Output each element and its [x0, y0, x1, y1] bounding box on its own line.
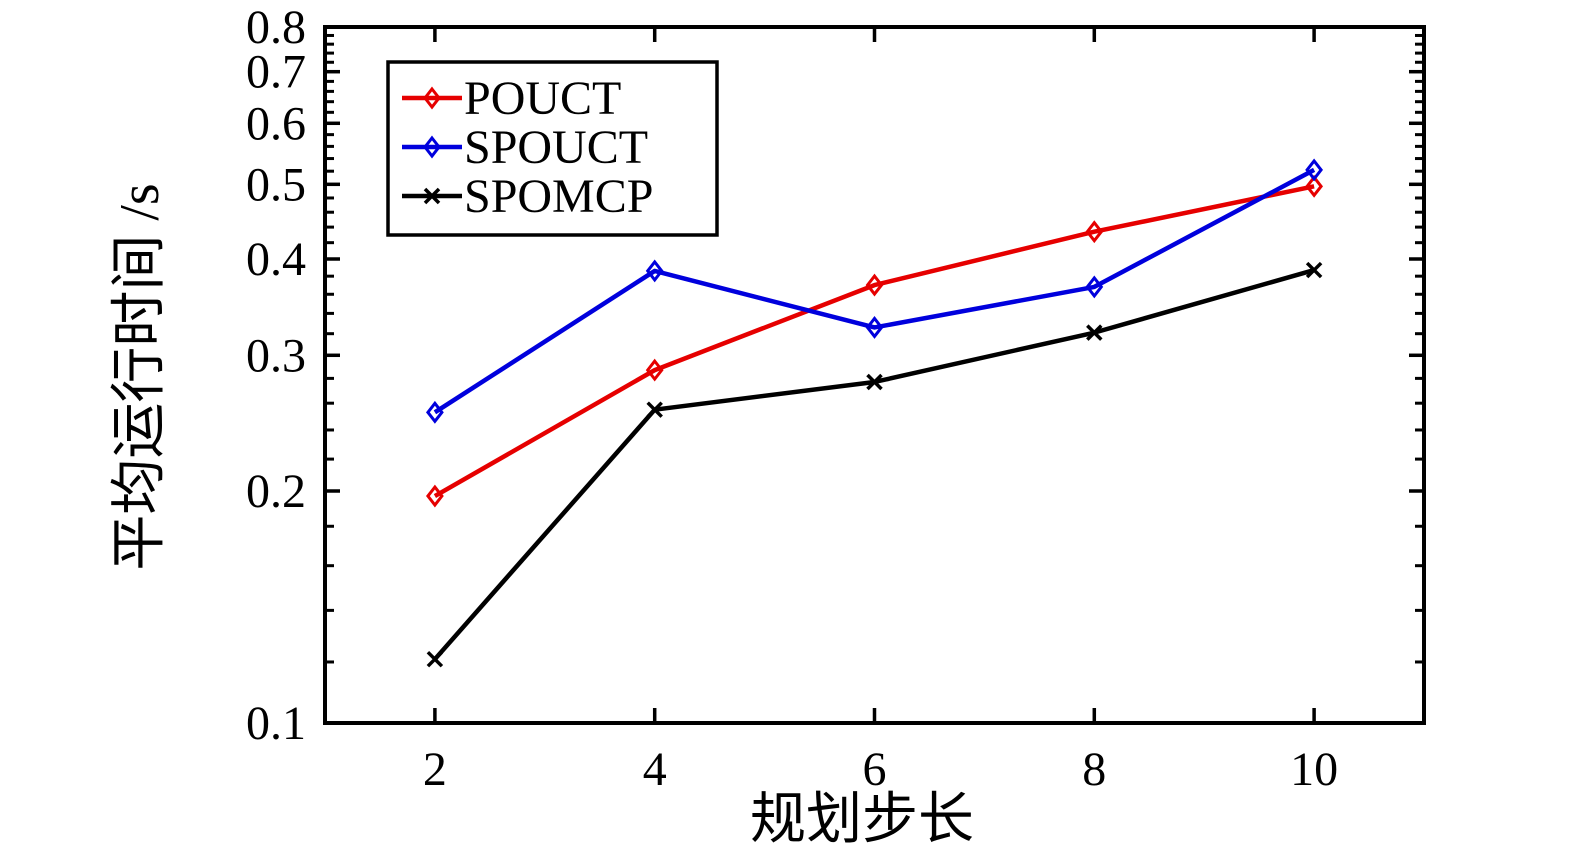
x-tick-label: 2 — [423, 743, 447, 796]
series-pouct — [425, 174, 1324, 508]
spomcp-marker — [1086, 324, 1103, 341]
legend-marker-sample — [423, 135, 441, 159]
y-tick-label: 0.6 — [246, 97, 306, 150]
pouct-marker — [865, 273, 884, 297]
legend-marker-sample — [423, 187, 441, 205]
y-tick-label: 0.5 — [246, 158, 306, 211]
pouct-marker — [425, 484, 444, 508]
legend-entry-pouct: POUCT — [402, 72, 621, 125]
spomcp-marker — [426, 650, 444, 668]
x-tick-label: 8 — [1082, 743, 1106, 796]
x-tick-label: 10 — [1290, 743, 1338, 796]
y-tick-label: 0.2 — [246, 465, 306, 518]
x-axis-label: 规划步长 — [750, 789, 974, 851]
legend-entry-spomcp: SPOMCP — [402, 170, 653, 223]
spouct-marker — [1305, 158, 1324, 182]
spomcp-marker — [1305, 261, 1323, 279]
y-tick-label: 0.1 — [246, 697, 306, 750]
spouct-marker — [1085, 275, 1104, 299]
y-tick-label: 0.3 — [246, 329, 306, 382]
spouct-marker — [425, 400, 444, 424]
spouct-marker — [645, 259, 664, 283]
pouct-line — [433, 184, 1315, 499]
x-tick-label: 6 — [863, 743, 887, 796]
legend-entry-spouct: SPOUCT — [402, 121, 648, 174]
spouct-line — [433, 167, 1316, 415]
pouct-marker — [645, 358, 664, 382]
legend-label: SPOMCP — [464, 170, 653, 223]
pouct-marker — [1305, 174, 1324, 198]
y-tick-label: 0.8 — [246, 1, 306, 54]
pouct-marker — [1085, 220, 1104, 244]
y-tick-label: 0.4 — [246, 233, 306, 286]
series-spomcp — [426, 261, 1323, 668]
y-tick-label: 0.7 — [246, 46, 306, 99]
spouct-marker — [865, 316, 884, 339]
y-axis-label: 平均运行时间 /s — [109, 183, 171, 570]
legend-label: SPOUCT — [464, 121, 648, 174]
series-spouct — [425, 158, 1324, 424]
spomcp-marker — [646, 401, 663, 418]
x-tick-label: 4 — [643, 743, 667, 796]
legend-marker-sample — [423, 86, 441, 110]
legend-label: POUCT — [464, 72, 621, 125]
spomcp-marker — [866, 373, 883, 391]
